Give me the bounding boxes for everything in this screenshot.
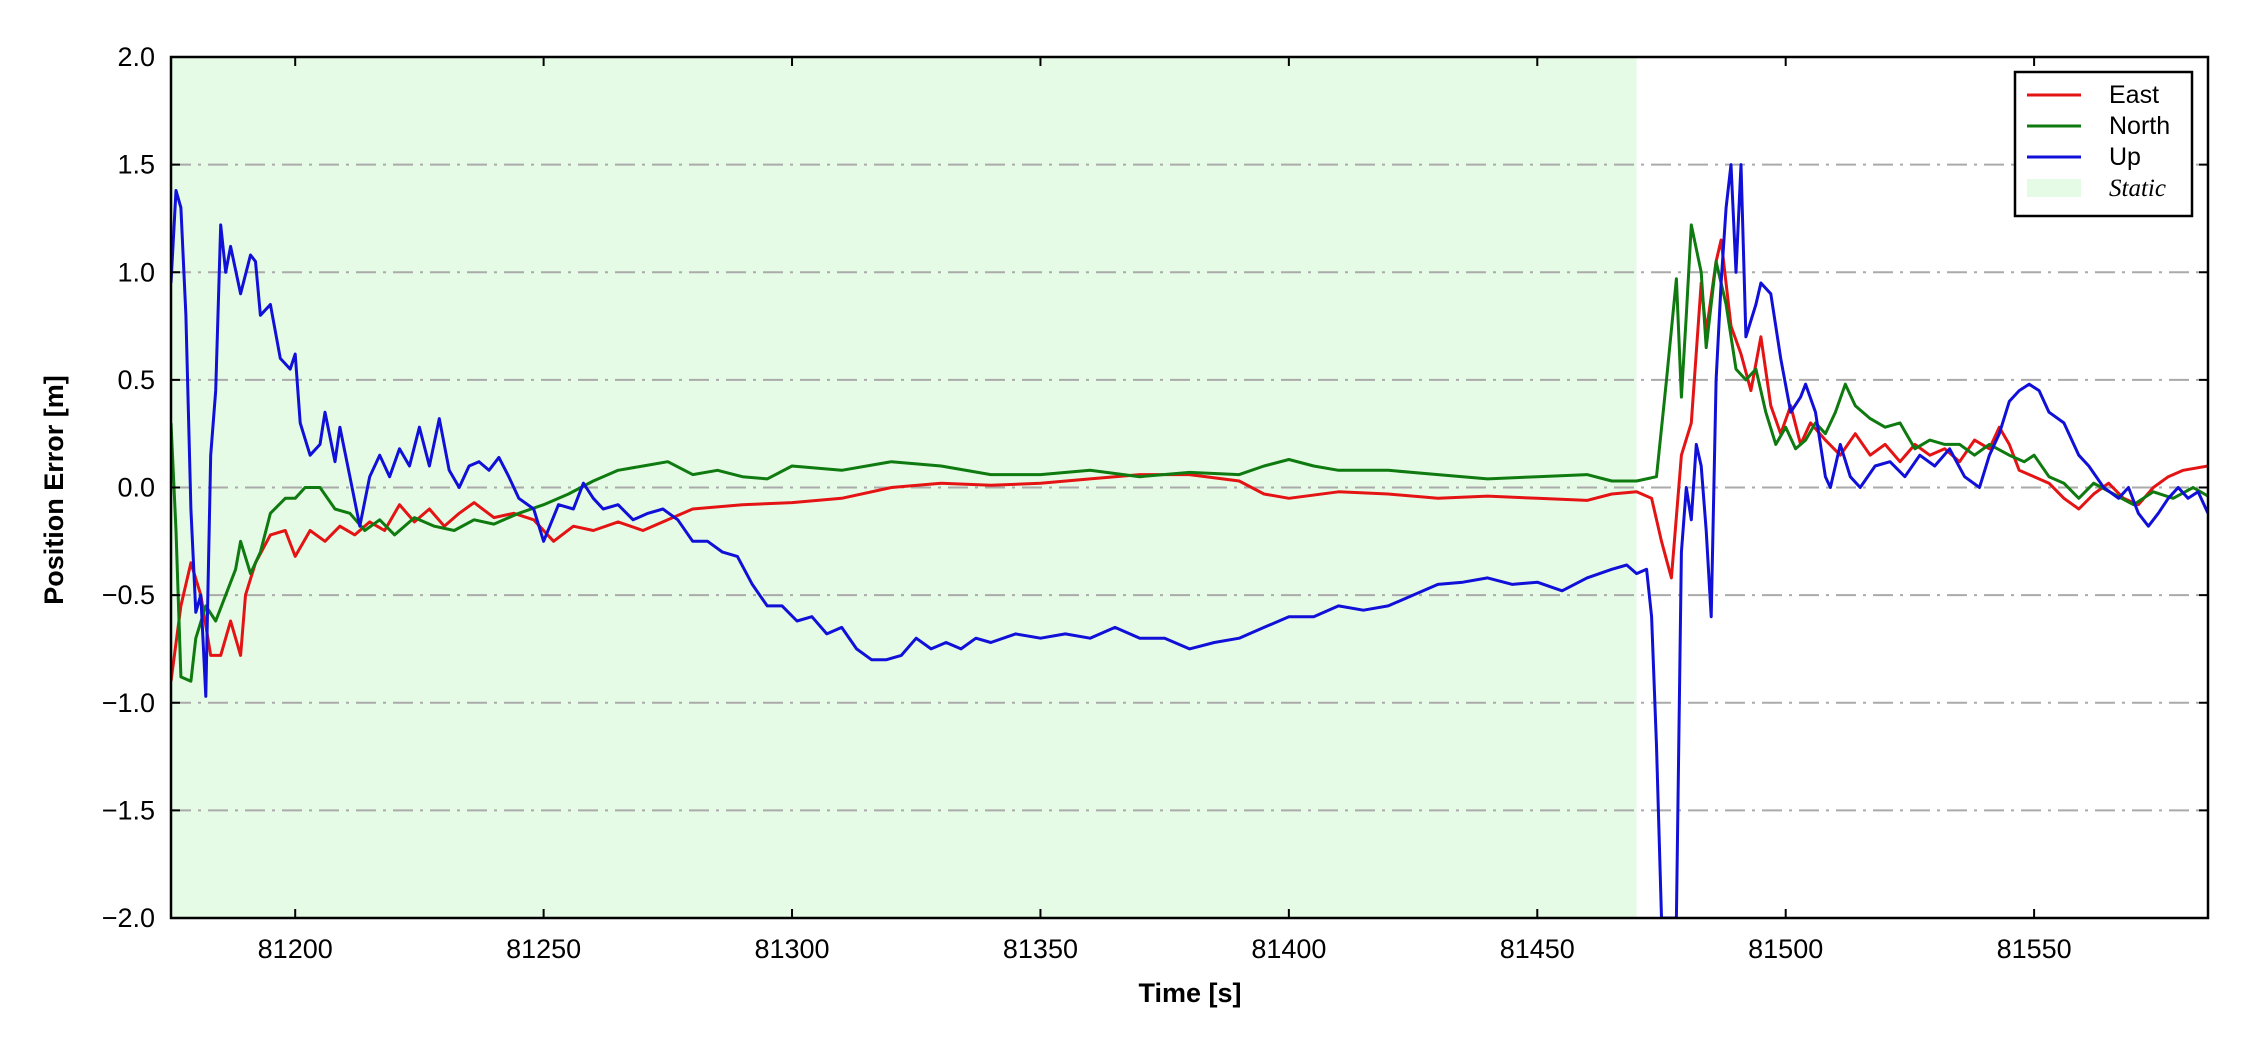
legend-label-static: Static: [2109, 175, 2166, 202]
y-tick-label: −2.0: [102, 903, 155, 933]
series-line-up: [171, 163, 2208, 918]
legend-label-north: North: [2109, 112, 2170, 140]
x-tick-label: 81450: [1500, 934, 1575, 964]
y-tick-label: 1.0: [117, 257, 155, 287]
legend-label-east: East: [2109, 81, 2159, 109]
legend-swatch-static: [2027, 179, 2081, 197]
x-tick-label: 81550: [1997, 934, 2072, 964]
x-tick-label: 81250: [506, 934, 581, 964]
y-tick-label: 0.5: [117, 365, 155, 395]
x-tick-label: 81400: [1251, 934, 1326, 964]
y-tick-label: −1.0: [102, 688, 155, 718]
series-line-east: [171, 238, 2208, 682]
y-tick-label: 1.5: [117, 150, 155, 180]
series-line-north: [171, 223, 2208, 683]
x-tick-label: 81350: [1003, 934, 1078, 964]
legend-label-up: Up: [2109, 143, 2141, 171]
y-tick-label: 0.0: [117, 473, 155, 503]
x-tick-label: 81300: [754, 934, 829, 964]
x-tick-label: 81200: [258, 934, 333, 964]
y-tick-label: −1.5: [102, 795, 155, 825]
x-axis-label: Time [s]: [1138, 978, 1241, 1008]
y-tick-label: 2.0: [117, 42, 155, 72]
y-tick-label: −0.5: [102, 580, 155, 610]
y-axis-label: Position Error [m]: [39, 375, 69, 605]
x-tick-label: 81500: [1748, 934, 1823, 964]
